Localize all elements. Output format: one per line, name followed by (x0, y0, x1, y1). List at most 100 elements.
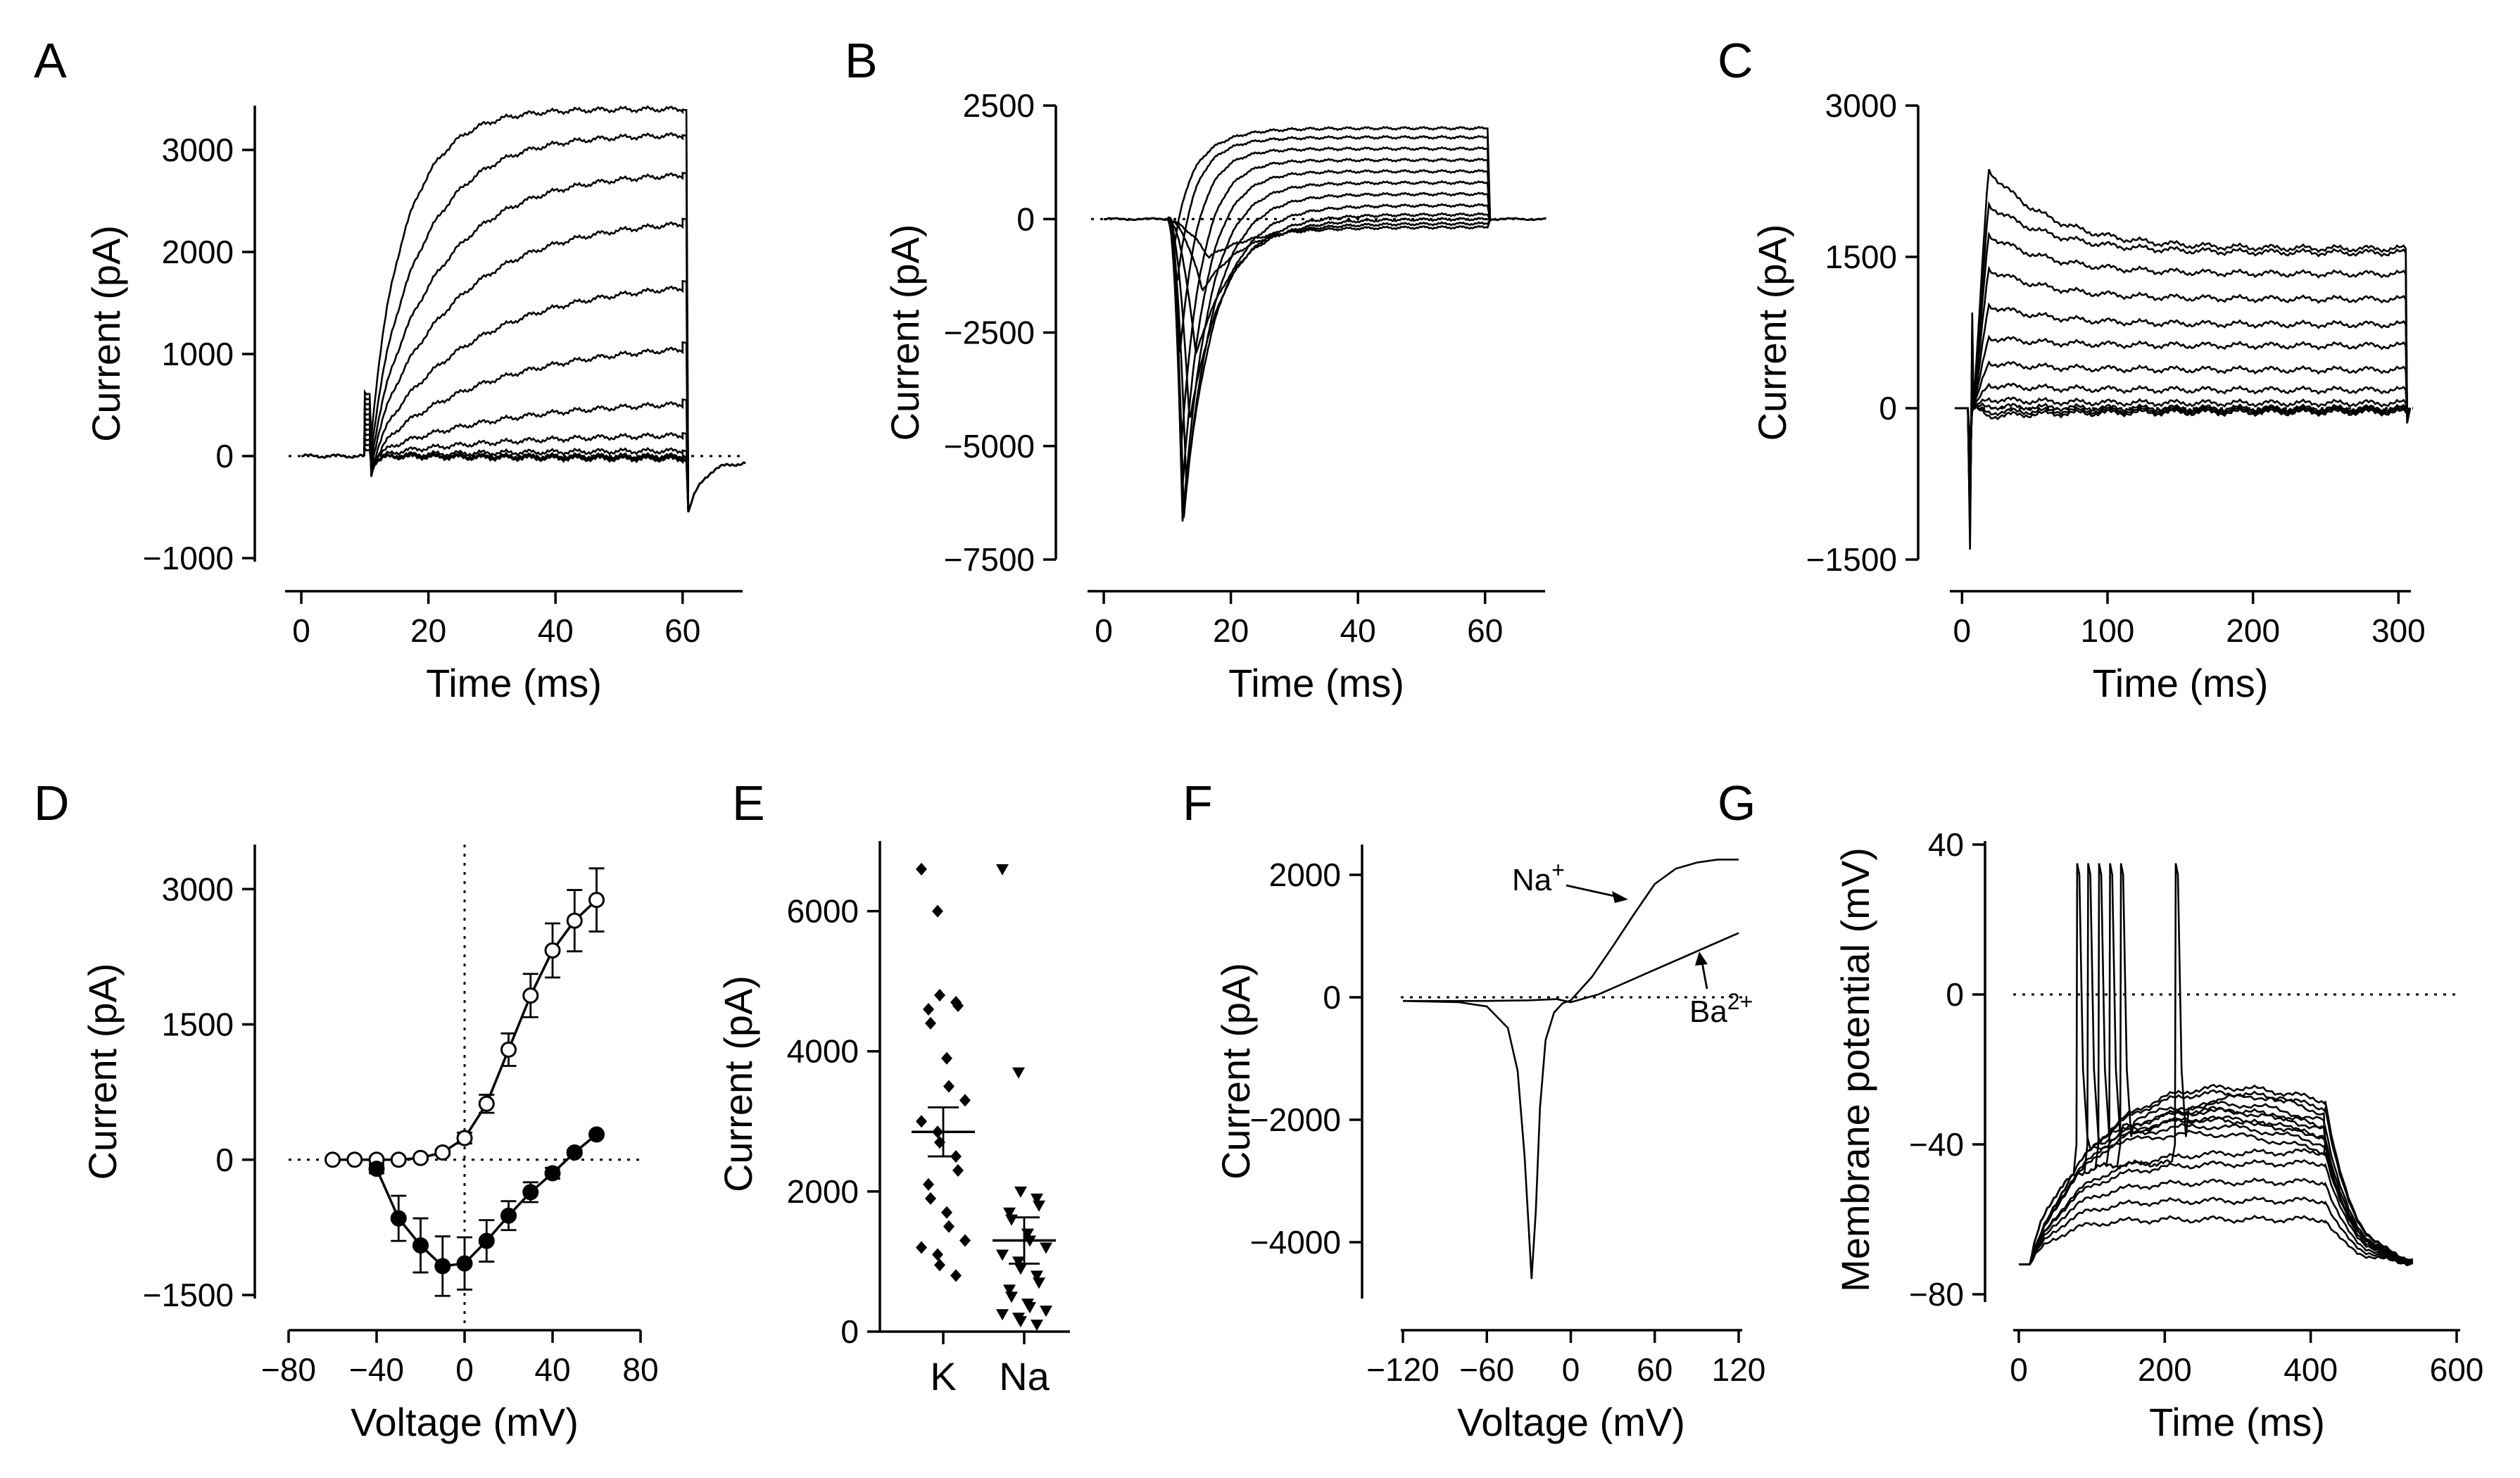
x-tick-label: −120 (1366, 1351, 1439, 1388)
y-tick-label: −1000 (143, 540, 234, 576)
y-axis-title: Current (pA) (80, 963, 125, 1180)
y-tick-label: 3000 (162, 871, 234, 907)
y-tick-label: −1500 (143, 1277, 234, 1313)
data-point (566, 1144, 583, 1161)
current-trace (301, 398, 746, 513)
current-trace (1956, 404, 2411, 449)
y-tick-label: 0 (840, 1313, 859, 1350)
y-tick-label: −7500 (944, 541, 1035, 578)
data-point (566, 912, 583, 929)
y-axis-title: Current (pA) (1214, 963, 1258, 1180)
y-tick-label: 0 (1323, 979, 1341, 1016)
data-point (1005, 1214, 1018, 1226)
data-point (588, 892, 605, 909)
y-tick-label: −4000 (1250, 1224, 1341, 1261)
y-axis-title: Membrane potential (mV) (1833, 847, 1877, 1292)
x-tick-label: 0 (455, 1351, 474, 1388)
x-tick-label: 0 (292, 612, 310, 649)
y-tick-label: 40 (1928, 826, 1964, 863)
data-point (925, 1016, 936, 1030)
data-point (996, 1249, 1009, 1261)
y-axis-title: Current (pA) (1750, 224, 1794, 441)
current-trace (1956, 382, 2412, 479)
annotation-label: Ba2+ (1689, 989, 1753, 1029)
panel-f: F −4000 −2000 0 2000 −120 −60 0 60 120 Voltage (mV… (1183, 776, 1765, 1444)
voltage-trace (2019, 1148, 2414, 1265)
y-tick-label: 1000 (162, 336, 234, 372)
x-tick-label: 20 (1213, 612, 1249, 649)
x-tick-label: 0 (1562, 1351, 1580, 1388)
data-point (544, 1165, 561, 1182)
y-tick-label: −2500 (944, 315, 1035, 351)
x-tick-label: 300 (2371, 612, 2426, 649)
current-trace (1104, 146, 1546, 353)
current-trace (1104, 217, 1546, 259)
x-tick-label: 20 (410, 612, 446, 649)
y-axis-title: Current (pA) (84, 225, 128, 442)
data-point (1033, 1277, 1045, 1289)
current-trace (301, 217, 746, 513)
current-trace (1104, 134, 1546, 281)
annotation-arrow (1701, 961, 1708, 990)
y-tick-label: 2000 (1269, 857, 1341, 893)
current-trace (1104, 191, 1546, 518)
annotation-arrowhead (1695, 952, 1708, 966)
data-point (1003, 1207, 1016, 1219)
y-tick-label: 0 (1016, 201, 1035, 237)
y-tick-label: 3000 (1825, 87, 1897, 124)
data-point (1003, 1284, 1016, 1296)
data-point (434, 1258, 451, 1275)
y-tick-label: −2000 (1250, 1101, 1341, 1138)
data-point (996, 1309, 1009, 1321)
x-tick-label: −60 (1459, 1351, 1514, 1388)
y-tick-label: 0 (1879, 390, 1897, 427)
current-trace (1956, 231, 2412, 530)
y-tick-label: −80 (1909, 1276, 1964, 1313)
y-tick-label: −5000 (944, 428, 1035, 465)
data-point (1031, 1193, 1043, 1205)
x-tick-label: 400 (2283, 1351, 2338, 1388)
panel-letter: E (732, 776, 765, 830)
current-trace (1104, 212, 1546, 418)
data-point (1031, 1270, 1043, 1282)
data-point (932, 904, 943, 918)
current-trace (1104, 125, 1546, 243)
data-point (412, 1149, 429, 1166)
current-trace (1956, 302, 2412, 510)
annotation-arrowhead (1612, 891, 1628, 903)
data-point (923, 1002, 934, 1016)
data-point (934, 989, 945, 1002)
panel-letter: C (1718, 33, 1753, 88)
data-point (916, 862, 927, 876)
current-trace (1956, 334, 2412, 500)
voltage-trace (2019, 1158, 2414, 1265)
data-point (943, 1220, 955, 1233)
data-point (941, 1206, 952, 1219)
data-point (1014, 1263, 1027, 1275)
x-tick-label: 40 (538, 612, 574, 649)
data-point (456, 1255, 473, 1272)
y-tick-label: 6000 (787, 893, 859, 930)
x-axis-title: Voltage (mV) (351, 1400, 579, 1444)
current-trace (1956, 402, 2411, 459)
iv-trace (1403, 932, 1739, 1004)
current-trace (1956, 405, 2411, 439)
data-point (1023, 1302, 1036, 1314)
x-tick-label: 60 (664, 612, 700, 649)
y-axis-title: Current (pA) (883, 224, 927, 441)
data-point (456, 1130, 473, 1147)
y-tick-label: 0 (215, 1142, 234, 1178)
panel-c: C −1500 0 1500 3000 0 100 200 300 Time (ms) Curren… (1718, 33, 2426, 705)
current-trace (1956, 360, 2412, 489)
data-point (390, 1151, 407, 1168)
y-tick-label: 2500 (963, 87, 1035, 124)
x-tick-label: 100 (2081, 612, 2135, 649)
annotation-arrow (1565, 884, 1621, 899)
y-tick-label: 0 (215, 438, 234, 474)
current-trace (301, 172, 746, 513)
current-trace (1104, 168, 1546, 486)
current-trace (301, 435, 746, 513)
data-point (390, 1210, 407, 1227)
y-tick-label: −1500 (1806, 541, 1897, 578)
